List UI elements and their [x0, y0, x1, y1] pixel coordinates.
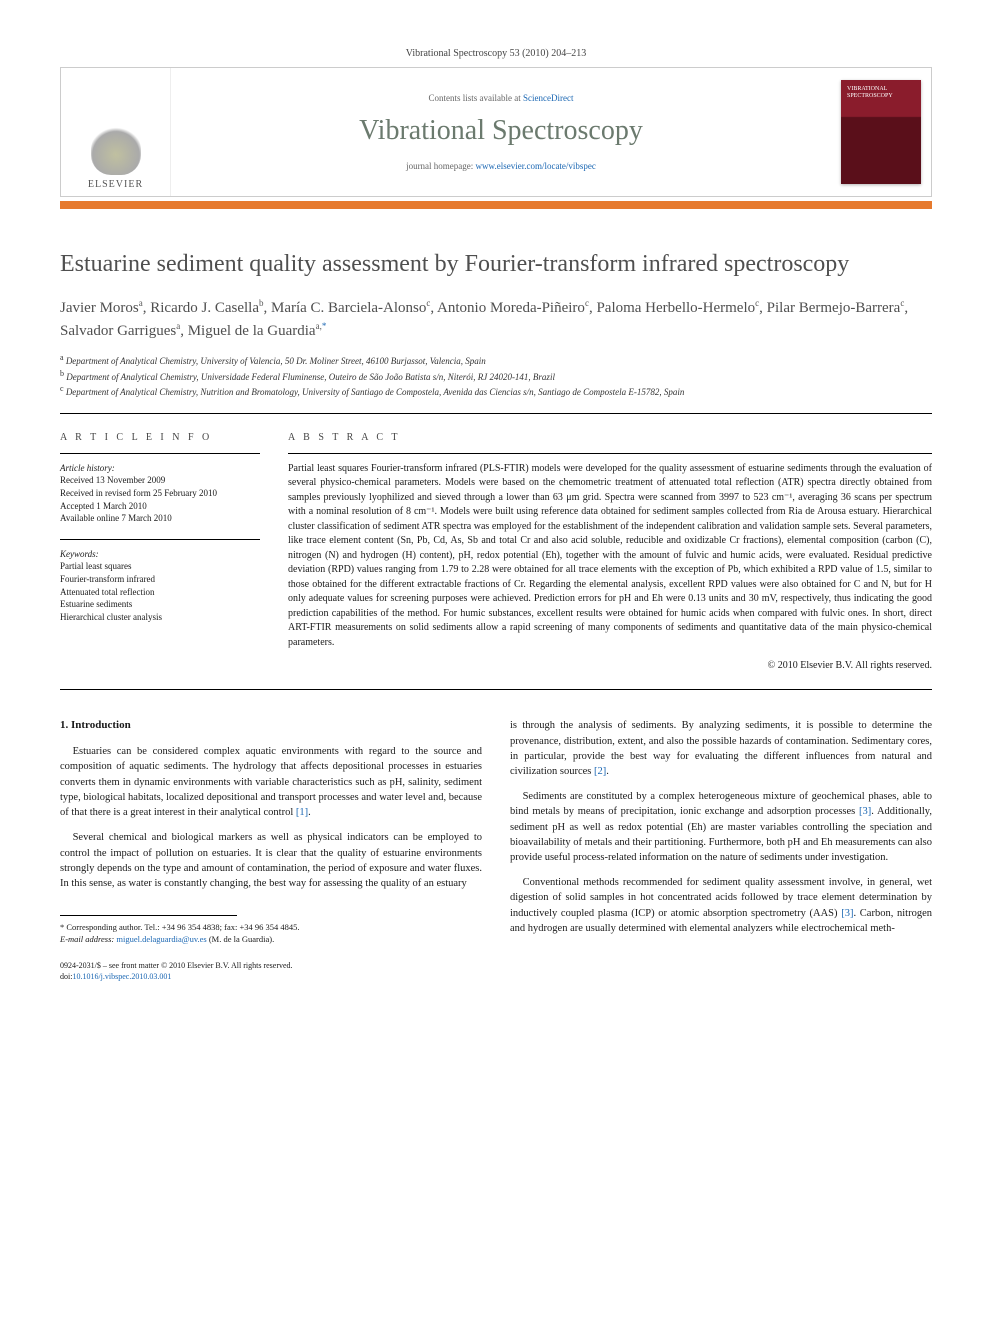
affiliation-c: c Department of Analytical Chemistry, Nu… — [60, 383, 932, 399]
journal-cover-thumb: VIBRATIONAL SPECTROSCOPY — [841, 80, 921, 184]
info-rule-2 — [60, 539, 260, 540]
history-item: Received in revised form 25 February 201… — [60, 487, 260, 500]
history-item: Accepted 1 March 2010 — [60, 500, 260, 513]
cover-text: VIBRATIONAL SPECTROSCOPY — [847, 86, 915, 99]
sciencedirect-link[interactable]: ScienceDirect — [523, 93, 573, 103]
abstract-rule — [288, 453, 932, 454]
corr-line-2: E-mail address: miguel.delaguardia@uv.es… — [60, 934, 482, 945]
rule-top — [60, 413, 932, 414]
article-info: A R T I C L E I N F O Article history: R… — [60, 432, 260, 672]
ref-link[interactable]: [1] — [296, 807, 308, 818]
affiliation-a: a Department of Analytical Chemistry, Un… — [60, 352, 932, 368]
abstract-copyright: © 2010 Elsevier B.V. All rights reserved… — [288, 660, 932, 671]
journal-title: Vibrational Spectroscopy — [359, 115, 643, 147]
history-label: Article history: — [60, 462, 260, 475]
ref-link[interactable]: [3] — [859, 806, 871, 817]
ref-link[interactable]: [2] — [594, 766, 606, 777]
doi-link[interactable]: 10.1016/j.vibspec.2010.03.001 — [72, 972, 171, 981]
homepage-line: journal homepage: www.elsevier.com/locat… — [406, 161, 596, 171]
keywords-block: Keywords: Partial least squares Fourier-… — [60, 548, 260, 624]
contents-line: Contents lists available at ScienceDirec… — [429, 93, 574, 103]
authors-line: Javier Morosa, Ricardo J. Casellab, Marí… — [60, 297, 932, 342]
elsevier-label: ELSEVIER — [88, 179, 143, 190]
history-item: Received 13 November 2009 — [60, 474, 260, 487]
article-title: Estuarine sediment quality assessment by… — [60, 249, 932, 279]
intro-p4: Sediments are constituted by a complex h… — [510, 789, 932, 865]
masthead-center: Contents lists available at ScienceDirec… — [171, 68, 831, 196]
abstract-heading: A B S T R A C T — [288, 432, 932, 443]
ref-link[interactable]: [3] — [841, 908, 853, 919]
keyword: Fourier-transform infrared — [60, 573, 260, 586]
footer-line-1: 0924-2031/$ – see front matter © 2010 El… — [60, 961, 482, 971]
column-right: is through the analysis of sediments. By… — [510, 718, 932, 982]
corresponding-author-note: * Corresponding author. Tel.: +34 96 354… — [60, 922, 482, 945]
contents-prefix: Contents lists available at — [429, 93, 523, 103]
column-left: 1. Introduction Estuaries can be conside… — [60, 718, 482, 982]
affiliation-b: b Department of Analytical Chemistry, Un… — [60, 368, 932, 384]
masthead: ELSEVIER Contents lists available at Sci… — [60, 67, 932, 197]
affiliations: a Department of Analytical Chemistry, Un… — [60, 352, 932, 399]
info-rule-1 — [60, 453, 260, 454]
keywords-label: Keywords: — [60, 548, 260, 561]
publisher-logo-block: ELSEVIER — [61, 68, 171, 196]
corr-email-link[interactable]: miguel.delaguardia@uv.es — [116, 934, 206, 944]
corr-rule — [60, 915, 237, 916]
intro-p2: Several chemical and biological markers … — [60, 830, 482, 891]
history-item: Available online 7 March 2010 — [60, 512, 260, 525]
keyword: Estuarine sediments — [60, 598, 260, 611]
article-history: Article history: Received 13 November 20… — [60, 462, 260, 525]
copyright-footer: 0924-2031/$ – see front matter © 2010 El… — [60, 961, 482, 982]
intro-p5: Conventional methods recommended for sed… — [510, 875, 932, 936]
intro-p1: Estuaries can be considered complex aqua… — [60, 744, 482, 820]
elsevier-tree-icon — [91, 125, 141, 175]
article-info-heading: A R T I C L E I N F O — [60, 432, 260, 443]
keyword: Partial least squares — [60, 560, 260, 573]
footer-doi: doi:10.1016/j.vibspec.2010.03.001 — [60, 972, 482, 982]
orange-divider-bar — [60, 201, 932, 209]
corr-line-1: * Corresponding author. Tel.: +34 96 354… — [60, 922, 482, 933]
rule-bottom — [60, 689, 932, 690]
abstract: A B S T R A C T Partial least squares Fo… — [288, 432, 932, 672]
homepage-prefix: journal homepage: — [406, 161, 475, 171]
homepage-link[interactable]: www.elsevier.com/locate/vibspec — [476, 161, 596, 171]
keyword: Attenuated total reflection — [60, 586, 260, 599]
body-columns: 1. Introduction Estuaries can be conside… — [60, 718, 932, 982]
cover-thumb-block: VIBRATIONAL SPECTROSCOPY — [831, 68, 931, 196]
intro-p3: is through the analysis of sediments. By… — [510, 718, 932, 779]
abstract-text: Partial least squares Fourier-transform … — [288, 462, 932, 651]
keyword: Hierarchical cluster analysis — [60, 611, 260, 624]
journal-header: Vibrational Spectroscopy 53 (2010) 204–2… — [60, 48, 932, 59]
section-1-title: 1. Introduction — [60, 718, 482, 734]
